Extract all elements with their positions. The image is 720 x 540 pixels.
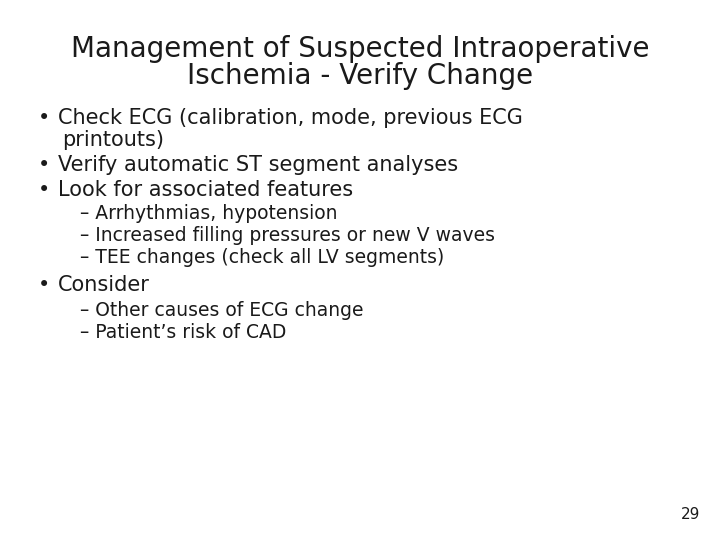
Text: •: • [38,155,50,175]
Text: – Increased filling pressures or new V waves: – Increased filling pressures or new V w… [80,226,495,245]
Text: – Other causes of ECG change: – Other causes of ECG change [80,301,364,320]
Text: printouts): printouts) [62,130,164,150]
Text: – Patient’s risk of CAD: – Patient’s risk of CAD [80,323,287,342]
Text: – TEE changes (check all LV segments): – TEE changes (check all LV segments) [80,248,444,267]
Text: Consider: Consider [58,275,150,295]
Text: Check ECG (calibration, mode, previous ECG: Check ECG (calibration, mode, previous E… [58,108,523,128]
Text: Look for associated features: Look for associated features [58,180,353,200]
Text: •: • [38,180,50,200]
Text: Ischemia - Verify Change: Ischemia - Verify Change [187,62,533,90]
Text: •: • [38,108,50,128]
Text: – Arrhythmias, hypotension: – Arrhythmias, hypotension [80,204,338,223]
Text: •: • [38,275,50,295]
Text: Management of Suspected Intraoperative: Management of Suspected Intraoperative [71,35,649,63]
Text: 29: 29 [680,507,700,522]
Text: Verify automatic ST segment analyses: Verify automatic ST segment analyses [58,155,458,175]
